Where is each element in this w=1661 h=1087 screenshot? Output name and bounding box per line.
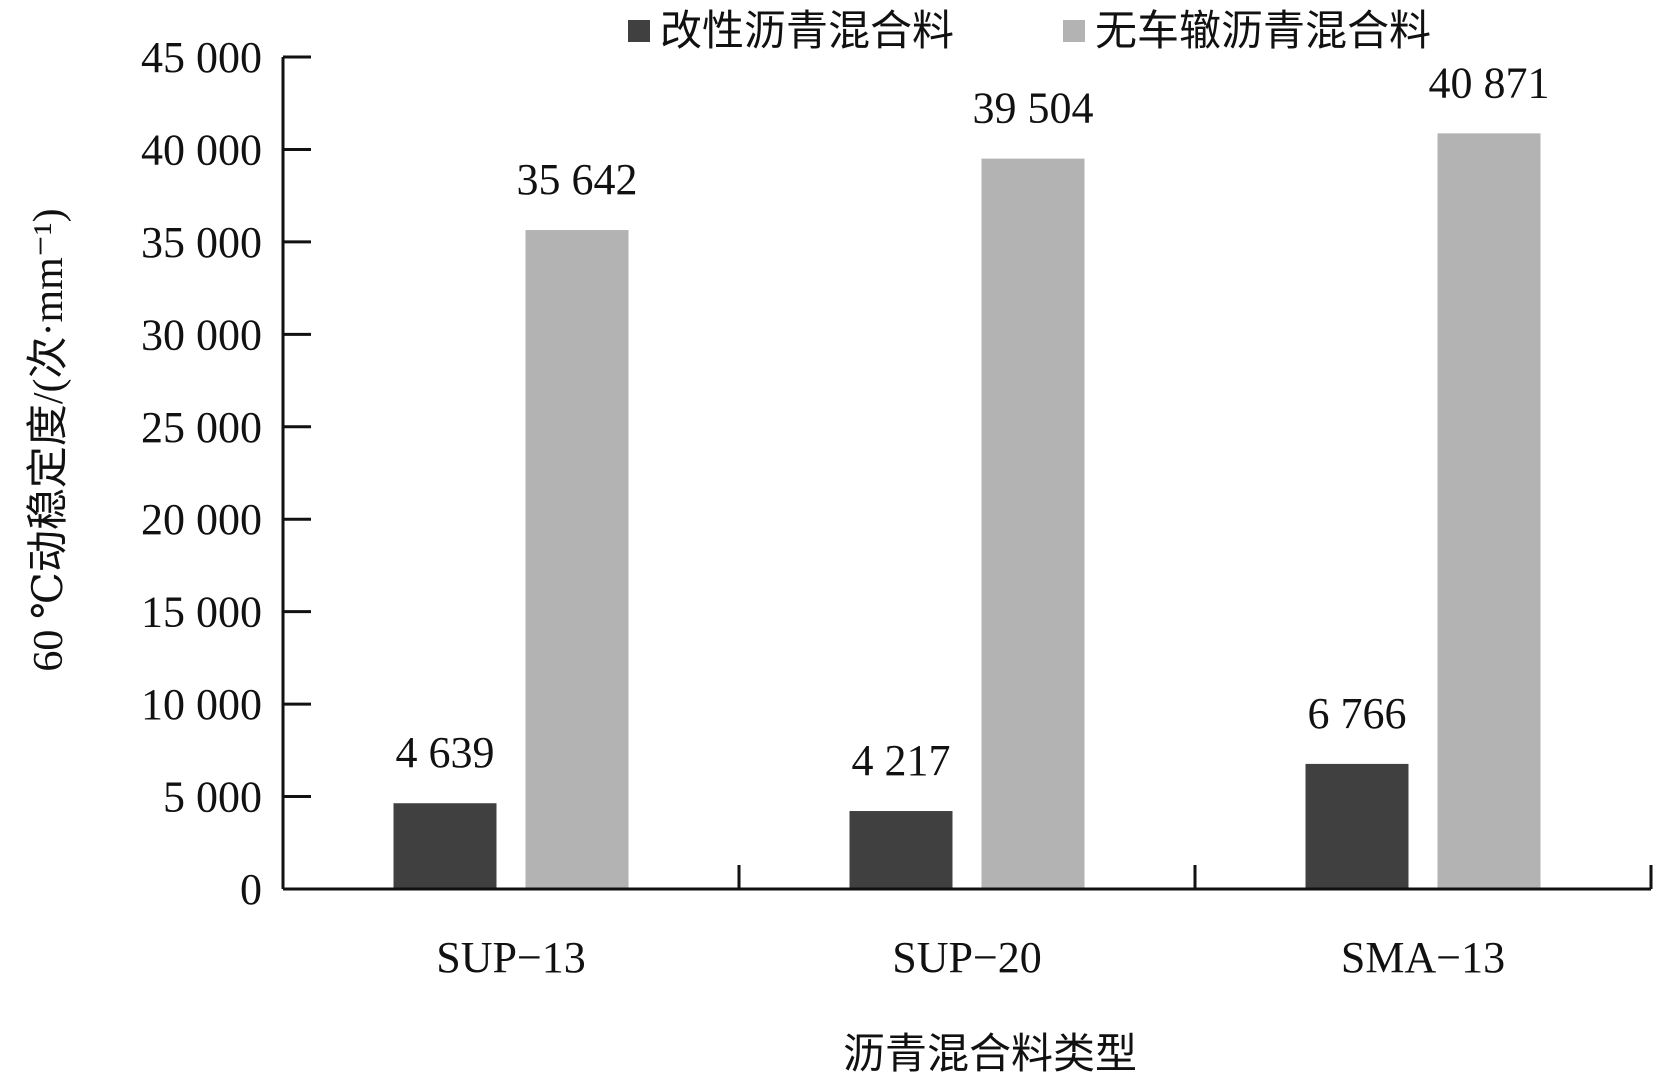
y-tick-label: 5 000 xyxy=(163,773,262,822)
y-tick-label: 0 xyxy=(240,865,262,914)
x-axis-title: 沥青混合料类型 xyxy=(843,1032,1137,1078)
bar xyxy=(1437,133,1541,889)
y-tick-label: 20 000 xyxy=(141,495,262,544)
bar-data-label: 39 504 xyxy=(973,84,1094,133)
bar xyxy=(1305,763,1409,889)
x-category-label: SMA−13 xyxy=(1341,933,1505,982)
y-tick-label: 30 000 xyxy=(141,310,262,359)
bars: 4 639 4 217 6 766 35 642 39 504 40 871 xyxy=(393,58,1550,889)
bar-data-label: 40 871 xyxy=(1429,58,1550,107)
bar-data-label: 4 639 xyxy=(396,728,495,777)
y-tick-label: 10 000 xyxy=(141,680,262,729)
legend-label: 无车辙沥青混合料 xyxy=(1095,9,1431,55)
y-axis: 0 5 000 10 000 15 000 20 000 25 000 30 000 35 0… xyxy=(141,33,311,914)
bar-data-label: 4 217 xyxy=(852,736,951,785)
y-tick-label: 25 000 xyxy=(141,403,262,452)
x-category-label: SUP−13 xyxy=(436,933,586,982)
bar xyxy=(393,803,497,889)
y-tick-label: 45 000 xyxy=(141,33,262,82)
legend: 改性沥青混合料 无车辙沥青混合料 xyxy=(628,9,1431,55)
y-tick-label: 15 000 xyxy=(141,588,262,637)
bar-data-label: 35 642 xyxy=(517,155,638,204)
bar xyxy=(849,811,953,889)
y-tick-label: 40 000 xyxy=(141,125,262,174)
bar-data-label: 6 766 xyxy=(1308,689,1407,738)
x-category-label: SUP−20 xyxy=(892,933,1042,982)
bar xyxy=(981,158,1085,889)
legend-label: 改性沥青混合料 xyxy=(660,9,954,55)
y-axis-title: 60 ℃动稳定度/(次·mm⁻¹) xyxy=(25,208,72,671)
legend-swatch xyxy=(628,20,650,42)
y-tick-label: 35 000 xyxy=(141,218,262,267)
legend-swatch xyxy=(1063,20,1085,42)
bar xyxy=(525,230,629,889)
x-axis: SUP−13 SUP−20 SMA−13 xyxy=(283,865,1653,982)
